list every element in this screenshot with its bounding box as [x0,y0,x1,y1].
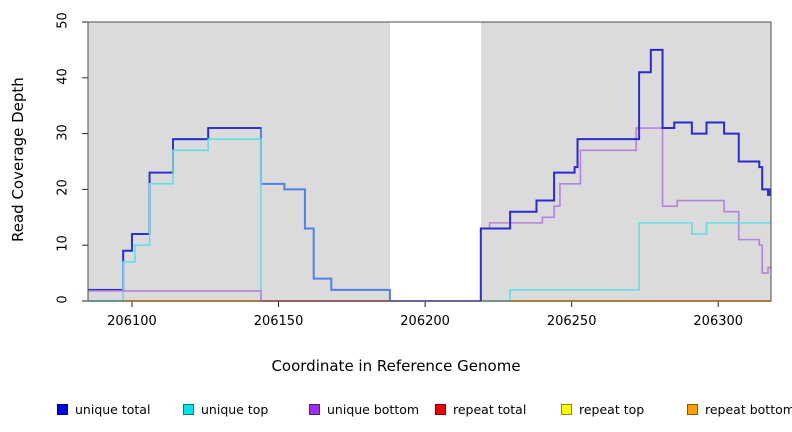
legend: unique total unique top unique bottom repea… [0,400,792,422]
legend-item-repeat-total: repeat total [435,400,526,418]
legend-label: unique top [201,401,269,417]
legend-label: repeat total [453,401,527,417]
series-unique-total-right-region- [479,48,772,301]
legend-swatch [561,403,572,415]
y-axis-title: Read Coverage Depth [9,77,27,242]
x-tick-label: 206200 [400,314,450,329]
x-tick-label: 206250 [546,314,597,329]
series-unique-bottom-left-region- [88,290,262,301]
series-unique-top-left-region- [88,138,262,302]
legend-label: unique bottom [327,401,420,417]
legend-label: unique total [75,401,151,417]
legend-swatch [183,403,194,415]
legend-swatch [57,403,68,415]
x-tick-label: 206150 [253,314,304,329]
legend-swatch [687,403,698,415]
legend-swatch [435,403,446,415]
legend-swatch [309,403,320,415]
shaded-region [88,22,390,301]
shaded-region [480,22,771,301]
y-tick-label: 50 [55,12,71,29]
legend-item-unique-total: unique total [57,400,150,418]
x-tick-label: 206100 [107,314,157,329]
y-tick-label: 20 [55,179,71,197]
x-axis-title: Coordinate in Reference Genome [271,357,521,375]
legend-item-unique-top: unique top [183,400,268,418]
y-tick-label: 0 [55,295,71,304]
legend-label: repeat bottom [705,401,792,417]
plot-frame [87,21,772,302]
y-tick-label: 10 [55,235,71,252]
y-tick-label: 40 [55,68,71,85]
series-unique-top-right-region- [509,222,771,301]
x-tick-label: 206300 [693,314,744,329]
y-tick-label: 30 [55,123,71,141]
legend-label: repeat top [579,401,645,417]
legend-item-repeat-top: repeat top [561,400,644,418]
legend-item-repeat-bottom: repeat bottom [687,400,792,418]
legend-item-unique-bottom: unique bottom [309,400,419,418]
